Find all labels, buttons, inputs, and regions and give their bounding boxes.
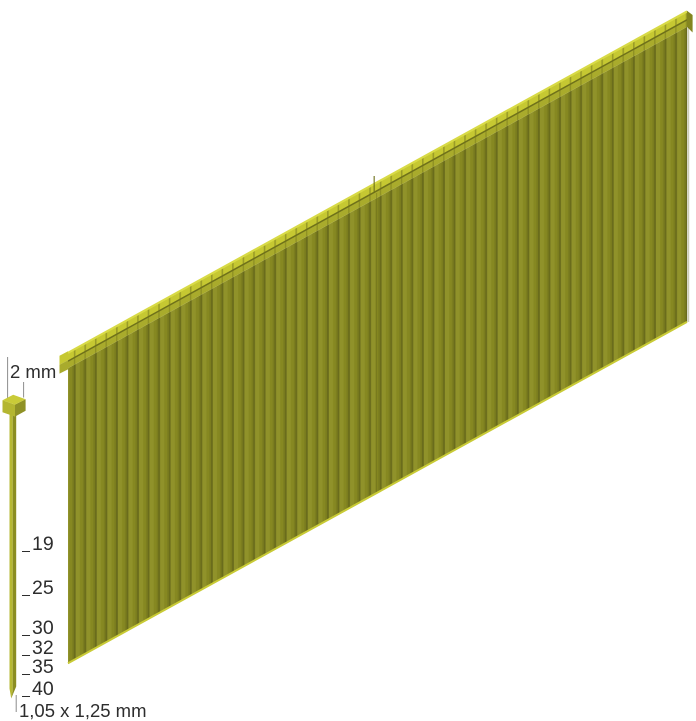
length-label: 32 <box>32 637 54 659</box>
nail-head-side-face <box>15 399 26 417</box>
length-tick <box>22 632 30 636</box>
length-tick <box>22 671 30 675</box>
length-row-30: 30 <box>22 617 54 639</box>
strip-head-tops <box>68 10 687 361</box>
strip-head-edge-line <box>67 19 688 362</box>
length-row-32: 32 <box>22 637 54 659</box>
strip-first-head-front <box>59 360 68 374</box>
collated-nail-strip <box>59 10 693 665</box>
nail-shank-dark-face <box>11 410 17 699</box>
strip-last-head-side <box>687 10 693 33</box>
length-row-40: 40 <box>22 678 54 700</box>
nail-shank-light-face <box>9 410 13 699</box>
length-label: 30 <box>32 617 54 639</box>
shank-size-label: 1,05 x 1,25 mm <box>19 700 147 721</box>
length-label: 25 <box>32 577 54 599</box>
length-row-35: 35 <box>22 656 54 678</box>
length-tick <box>22 652 30 656</box>
length-label: 35 <box>32 656 54 678</box>
length-label: 40 <box>32 678 54 700</box>
strip-bottom-highlight <box>67 321 688 665</box>
length-tick <box>22 693 30 697</box>
length-label: 19 <box>32 533 54 555</box>
length-tick <box>22 548 30 552</box>
length-tick <box>22 592 30 596</box>
single-nail <box>2 357 26 712</box>
head-width-label: 2 mm <box>10 361 57 382</box>
length-row-25: 25 <box>22 577 54 599</box>
nail-head-top-face <box>2 394 26 405</box>
length-row-19: 19 <box>22 533 54 555</box>
strip-body <box>68 26 687 664</box>
strip-first-head-top <box>59 351 68 365</box>
nail-head-front-face <box>2 400 15 417</box>
strip-head-fronts <box>68 19 687 369</box>
strip-top-highlight <box>67 10 688 354</box>
